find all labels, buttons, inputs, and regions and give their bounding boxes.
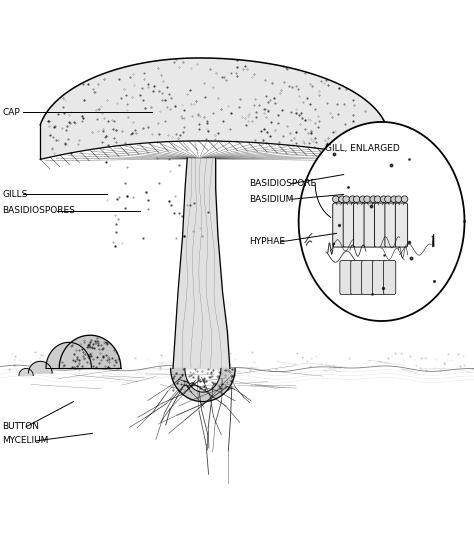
FancyBboxPatch shape [382, 204, 391, 242]
FancyBboxPatch shape [373, 261, 385, 294]
Circle shape [374, 196, 381, 203]
Polygon shape [299, 122, 465, 321]
Polygon shape [28, 362, 52, 373]
Text: GILLS: GILLS [2, 190, 28, 199]
Text: BUTTON: BUTTON [2, 422, 39, 431]
FancyBboxPatch shape [333, 203, 345, 247]
Circle shape [343, 196, 349, 203]
Circle shape [359, 196, 366, 203]
Text: MYCELIUM: MYCELIUM [2, 437, 49, 445]
Circle shape [333, 196, 339, 203]
Circle shape [391, 196, 397, 203]
FancyBboxPatch shape [371, 204, 381, 242]
Text: BASIDIUM: BASIDIUM [249, 195, 293, 204]
Polygon shape [171, 368, 235, 402]
Polygon shape [40, 58, 386, 160]
Text: HYPHAE: HYPHAE [249, 237, 285, 246]
Circle shape [395, 196, 401, 203]
FancyBboxPatch shape [362, 261, 374, 294]
Polygon shape [59, 335, 121, 368]
FancyBboxPatch shape [354, 203, 366, 247]
Circle shape [380, 196, 387, 203]
Text: BASIDIOSPORE: BASIDIOSPORE [249, 179, 316, 188]
FancyBboxPatch shape [364, 203, 376, 247]
Text: BASIDIOSPORES: BASIDIOSPORES [2, 206, 75, 215]
FancyBboxPatch shape [361, 204, 370, 242]
FancyBboxPatch shape [343, 203, 356, 247]
Circle shape [370, 196, 376, 203]
FancyBboxPatch shape [340, 204, 349, 242]
FancyBboxPatch shape [383, 261, 396, 294]
Circle shape [353, 196, 360, 203]
FancyBboxPatch shape [392, 204, 401, 242]
Polygon shape [46, 342, 91, 368]
Circle shape [385, 196, 392, 203]
FancyBboxPatch shape [340, 261, 352, 294]
Circle shape [364, 196, 370, 203]
Circle shape [338, 196, 345, 203]
Circle shape [349, 196, 356, 203]
FancyBboxPatch shape [374, 203, 387, 247]
Polygon shape [19, 368, 33, 375]
Text: GILL, ENLARGED: GILL, ENLARGED [325, 145, 400, 153]
FancyBboxPatch shape [351, 261, 363, 294]
FancyBboxPatch shape [395, 203, 408, 247]
Text: CAP: CAP [2, 108, 20, 117]
FancyBboxPatch shape [385, 203, 397, 247]
Circle shape [401, 196, 408, 203]
FancyBboxPatch shape [350, 204, 360, 242]
